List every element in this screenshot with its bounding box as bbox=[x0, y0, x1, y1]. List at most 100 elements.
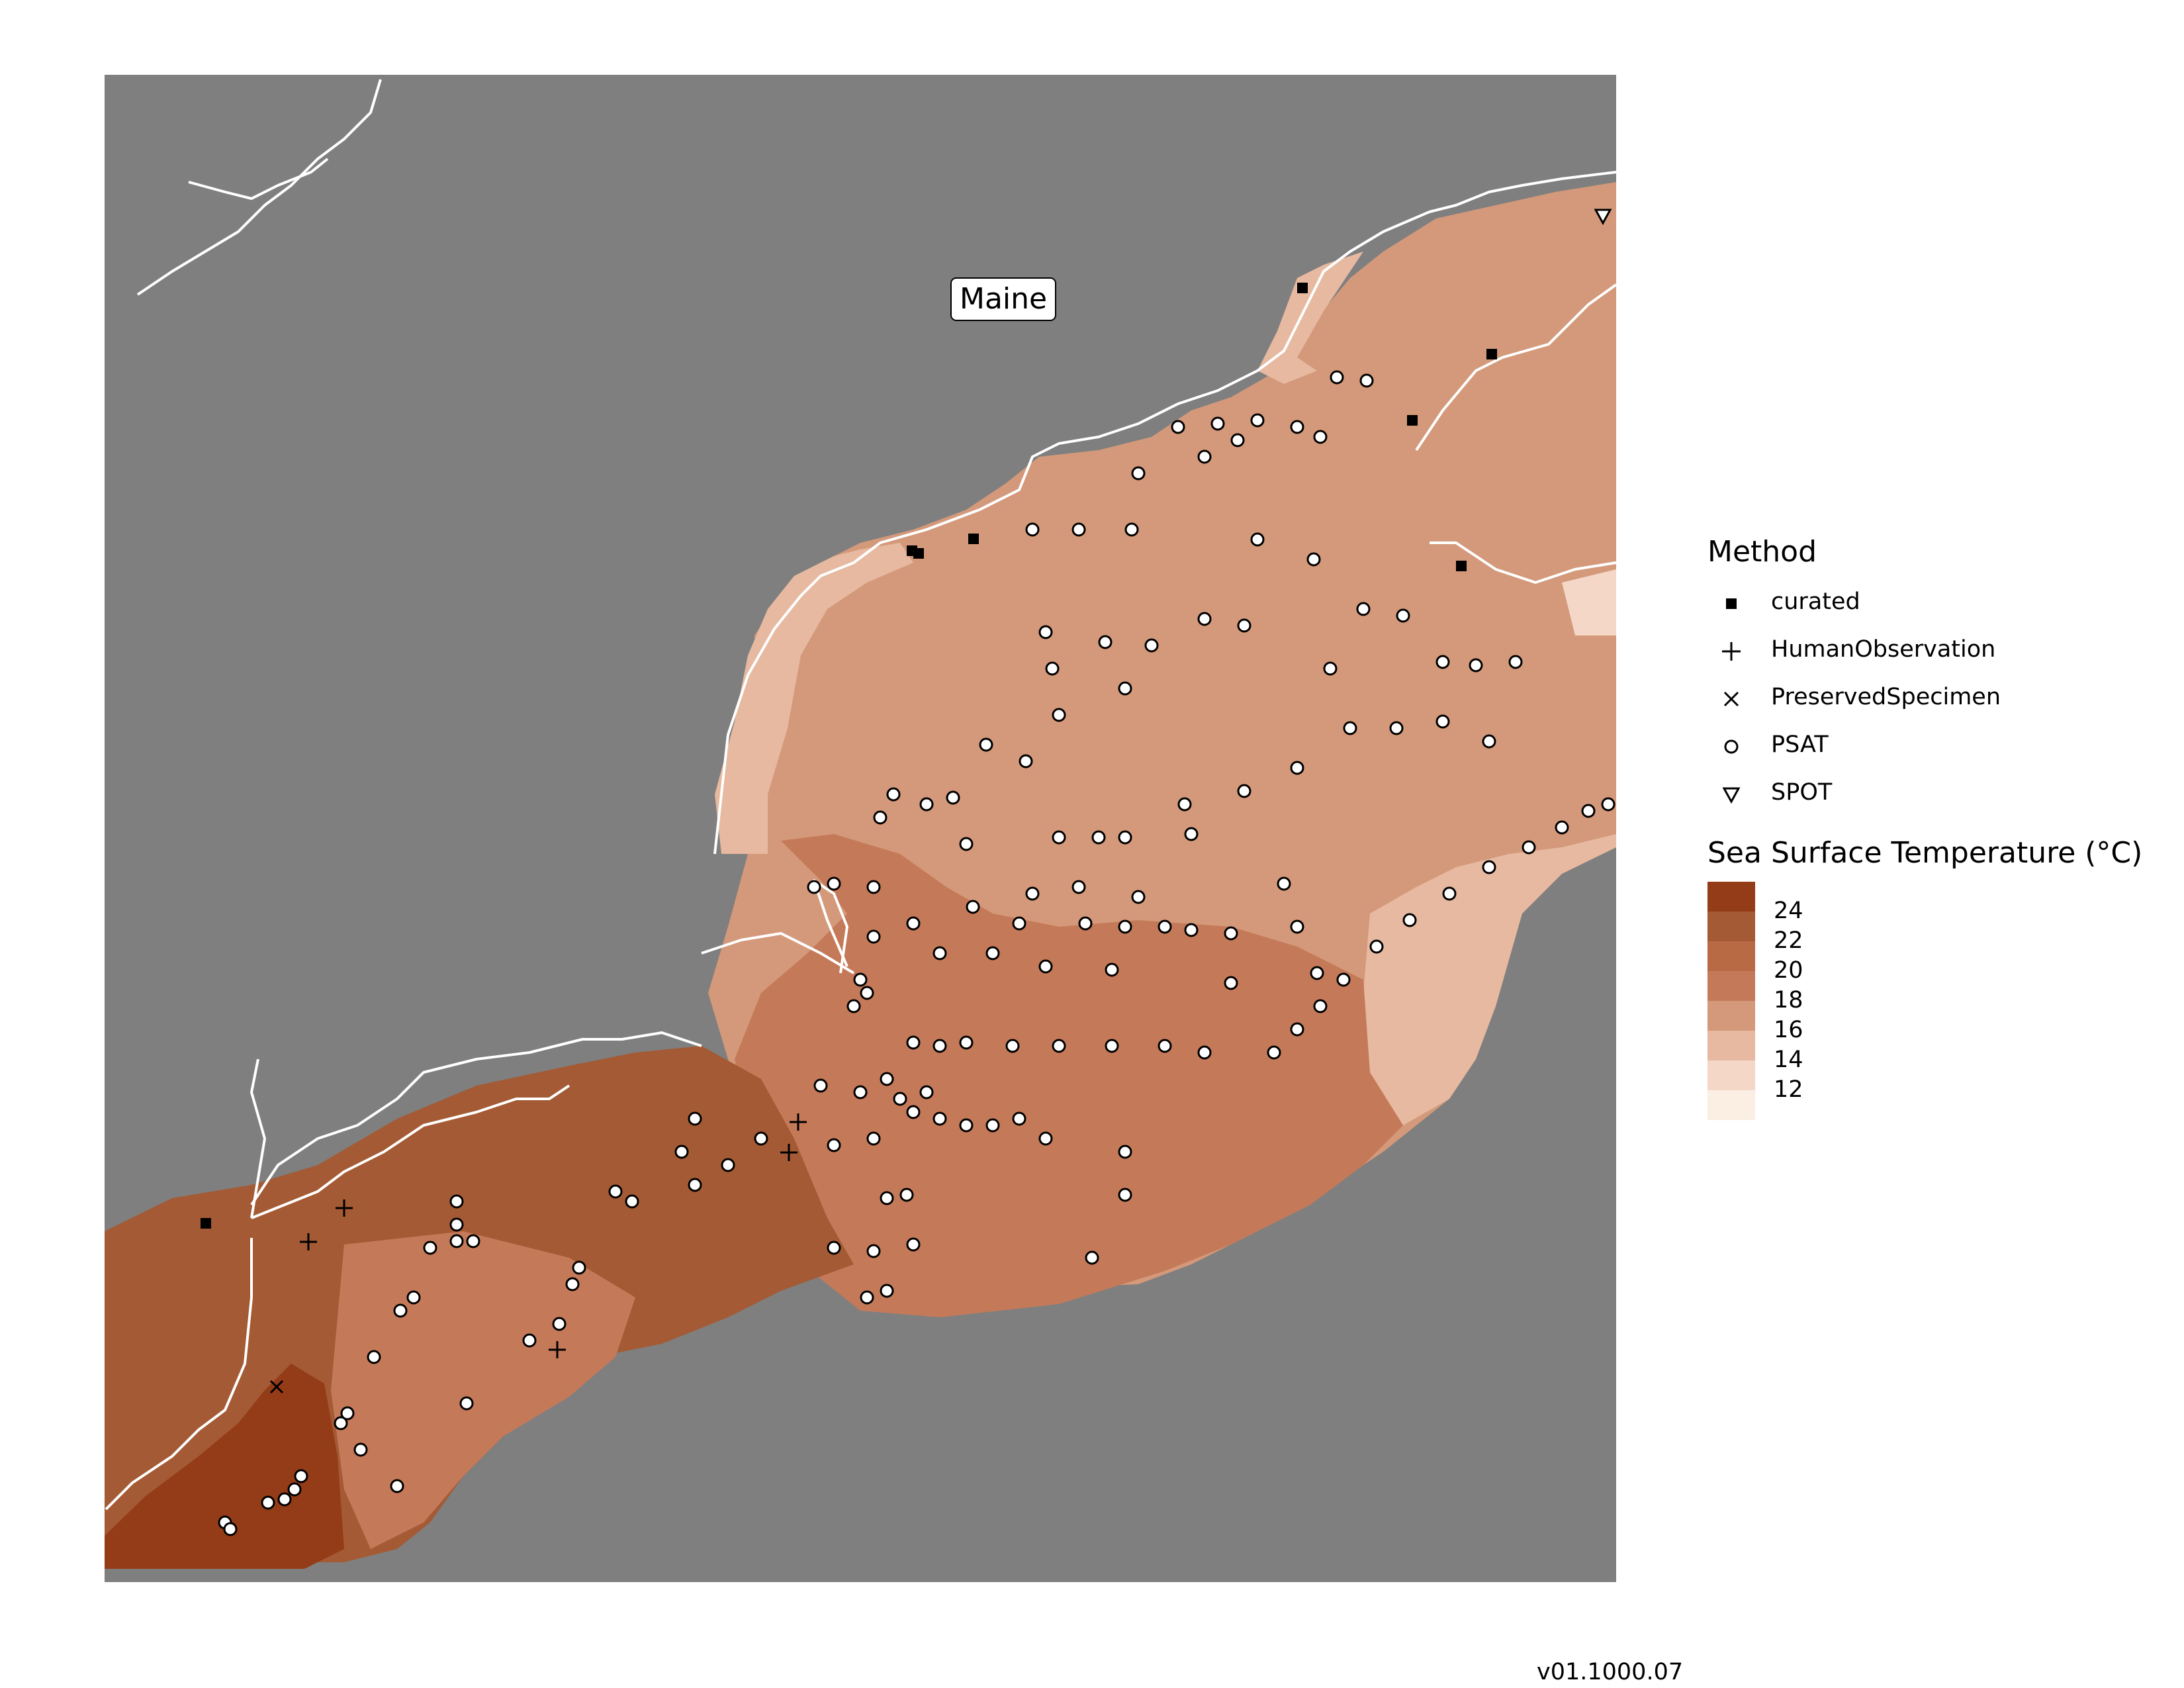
psat-point bbox=[1555, 820, 1569, 835]
psat-point bbox=[1601, 797, 1615, 812]
human-observation-point bbox=[549, 1341, 566, 1358]
psat-point bbox=[866, 880, 881, 894]
psat-point bbox=[1267, 1045, 1281, 1060]
psat-point bbox=[1131, 890, 1146, 904]
psat-point bbox=[1356, 602, 1371, 616]
psat-point bbox=[1025, 886, 1040, 901]
psat-point bbox=[933, 1111, 947, 1126]
colorbar-step-19 bbox=[1707, 971, 1755, 1001]
psat-point bbox=[1369, 939, 1384, 954]
spot-points bbox=[1594, 209, 1612, 226]
psat-point bbox=[919, 1085, 934, 1100]
psat-point bbox=[1091, 830, 1106, 845]
psat-point bbox=[886, 787, 901, 802]
psat-point bbox=[1177, 797, 1192, 812]
cross-symbol bbox=[1723, 691, 1739, 707]
curated-point bbox=[1407, 415, 1418, 426]
sst-tick-16: 16 bbox=[1774, 1017, 1803, 1043]
psat-point bbox=[1118, 919, 1132, 934]
psat-point bbox=[1038, 625, 1053, 639]
psat-point bbox=[827, 1138, 841, 1152]
psat-point bbox=[985, 946, 1000, 961]
psat-point bbox=[1118, 830, 1132, 845]
psat-point bbox=[572, 1260, 586, 1275]
psat-point bbox=[899, 1188, 914, 1202]
psat-point bbox=[449, 1194, 464, 1209]
legend-label-preservedspecimen: PreservedSpecimen bbox=[1771, 684, 2001, 710]
psat-point bbox=[1005, 1039, 1020, 1053]
psat-point bbox=[893, 1092, 907, 1106]
psat-point bbox=[1197, 1045, 1212, 1060]
psat-point bbox=[1197, 612, 1212, 626]
psat-point bbox=[1025, 522, 1040, 537]
psat-point bbox=[860, 1290, 874, 1305]
psat-point bbox=[608, 1184, 623, 1199]
psat-point bbox=[390, 1479, 404, 1493]
colorbar-step-20 bbox=[1707, 941, 1755, 971]
psat-point bbox=[565, 1277, 580, 1291]
psat-point bbox=[1071, 522, 1086, 537]
psat-point bbox=[853, 972, 868, 987]
psat-point bbox=[1118, 1188, 1132, 1202]
psat-point bbox=[1343, 721, 1357, 735]
psat-point bbox=[1078, 916, 1093, 931]
psat-point bbox=[1052, 1039, 1066, 1053]
psat-point bbox=[340, 1406, 355, 1421]
place-label-maine: Maine bbox=[950, 277, 1057, 321]
psat-point bbox=[1012, 1111, 1026, 1126]
psat-point bbox=[880, 1284, 894, 1298]
sst-band-16-north bbox=[715, 543, 913, 854]
curated-point bbox=[1456, 561, 1467, 571]
psat-point bbox=[1482, 860, 1496, 874]
psat-point bbox=[1323, 661, 1338, 676]
psat-point bbox=[1250, 532, 1265, 547]
psat-point bbox=[423, 1241, 437, 1255]
sst-tick-14: 14 bbox=[1774, 1047, 1803, 1073]
psat-point bbox=[866, 1244, 881, 1258]
psat-point bbox=[721, 1158, 735, 1172]
psat-point bbox=[1052, 830, 1066, 845]
legend-label-curated: curated bbox=[1771, 588, 1860, 615]
psat-point bbox=[1250, 413, 1265, 428]
psat-point bbox=[959, 1118, 974, 1133]
colorbar-step-18 bbox=[1707, 1001, 1755, 1031]
human-observation-point bbox=[790, 1113, 807, 1131]
psat-point bbox=[1508, 655, 1523, 669]
spot-point bbox=[1594, 209, 1612, 226]
curated-symbol bbox=[1726, 598, 1737, 609]
psat-point bbox=[393, 1303, 408, 1318]
psat-point bbox=[1290, 420, 1304, 434]
human-observation-point bbox=[300, 1233, 317, 1250]
psat-point bbox=[1224, 926, 1238, 941]
sst-tick-24: 24 bbox=[1774, 898, 1803, 924]
psat-point bbox=[1038, 1131, 1053, 1146]
psat-point bbox=[1522, 840, 1536, 855]
sst-band-24 bbox=[105, 1364, 344, 1569]
psat-point bbox=[813, 1078, 828, 1093]
psat-point bbox=[1184, 827, 1199, 841]
psat-point bbox=[1313, 430, 1328, 444]
psat-point bbox=[754, 1131, 768, 1146]
psat-point bbox=[1045, 661, 1060, 676]
psat-point bbox=[1171, 420, 1185, 434]
psat-point bbox=[1581, 804, 1596, 818]
psat-point bbox=[873, 810, 887, 825]
colorbar-step-24 bbox=[1707, 882, 1755, 912]
human-observation-point bbox=[780, 1144, 797, 1161]
curated-point bbox=[1297, 283, 1308, 293]
curated-point bbox=[968, 534, 979, 544]
sst-band-16-east bbox=[1363, 834, 1616, 1125]
psat-point bbox=[688, 1111, 702, 1126]
sst-tick-18: 18 bbox=[1774, 987, 1803, 1013]
psat-point bbox=[1019, 754, 1033, 769]
circle-symbol bbox=[1724, 739, 1739, 754]
psat-point bbox=[688, 1178, 702, 1192]
preserved-specimen-point bbox=[269, 1380, 284, 1394]
psat-point bbox=[1071, 880, 1086, 894]
psat-point bbox=[827, 1241, 841, 1255]
psat-point bbox=[1230, 433, 1245, 447]
curated-point bbox=[1486, 349, 1497, 359]
psat-point bbox=[880, 1191, 894, 1205]
psat-point bbox=[1435, 655, 1450, 669]
psat-point bbox=[933, 946, 947, 961]
